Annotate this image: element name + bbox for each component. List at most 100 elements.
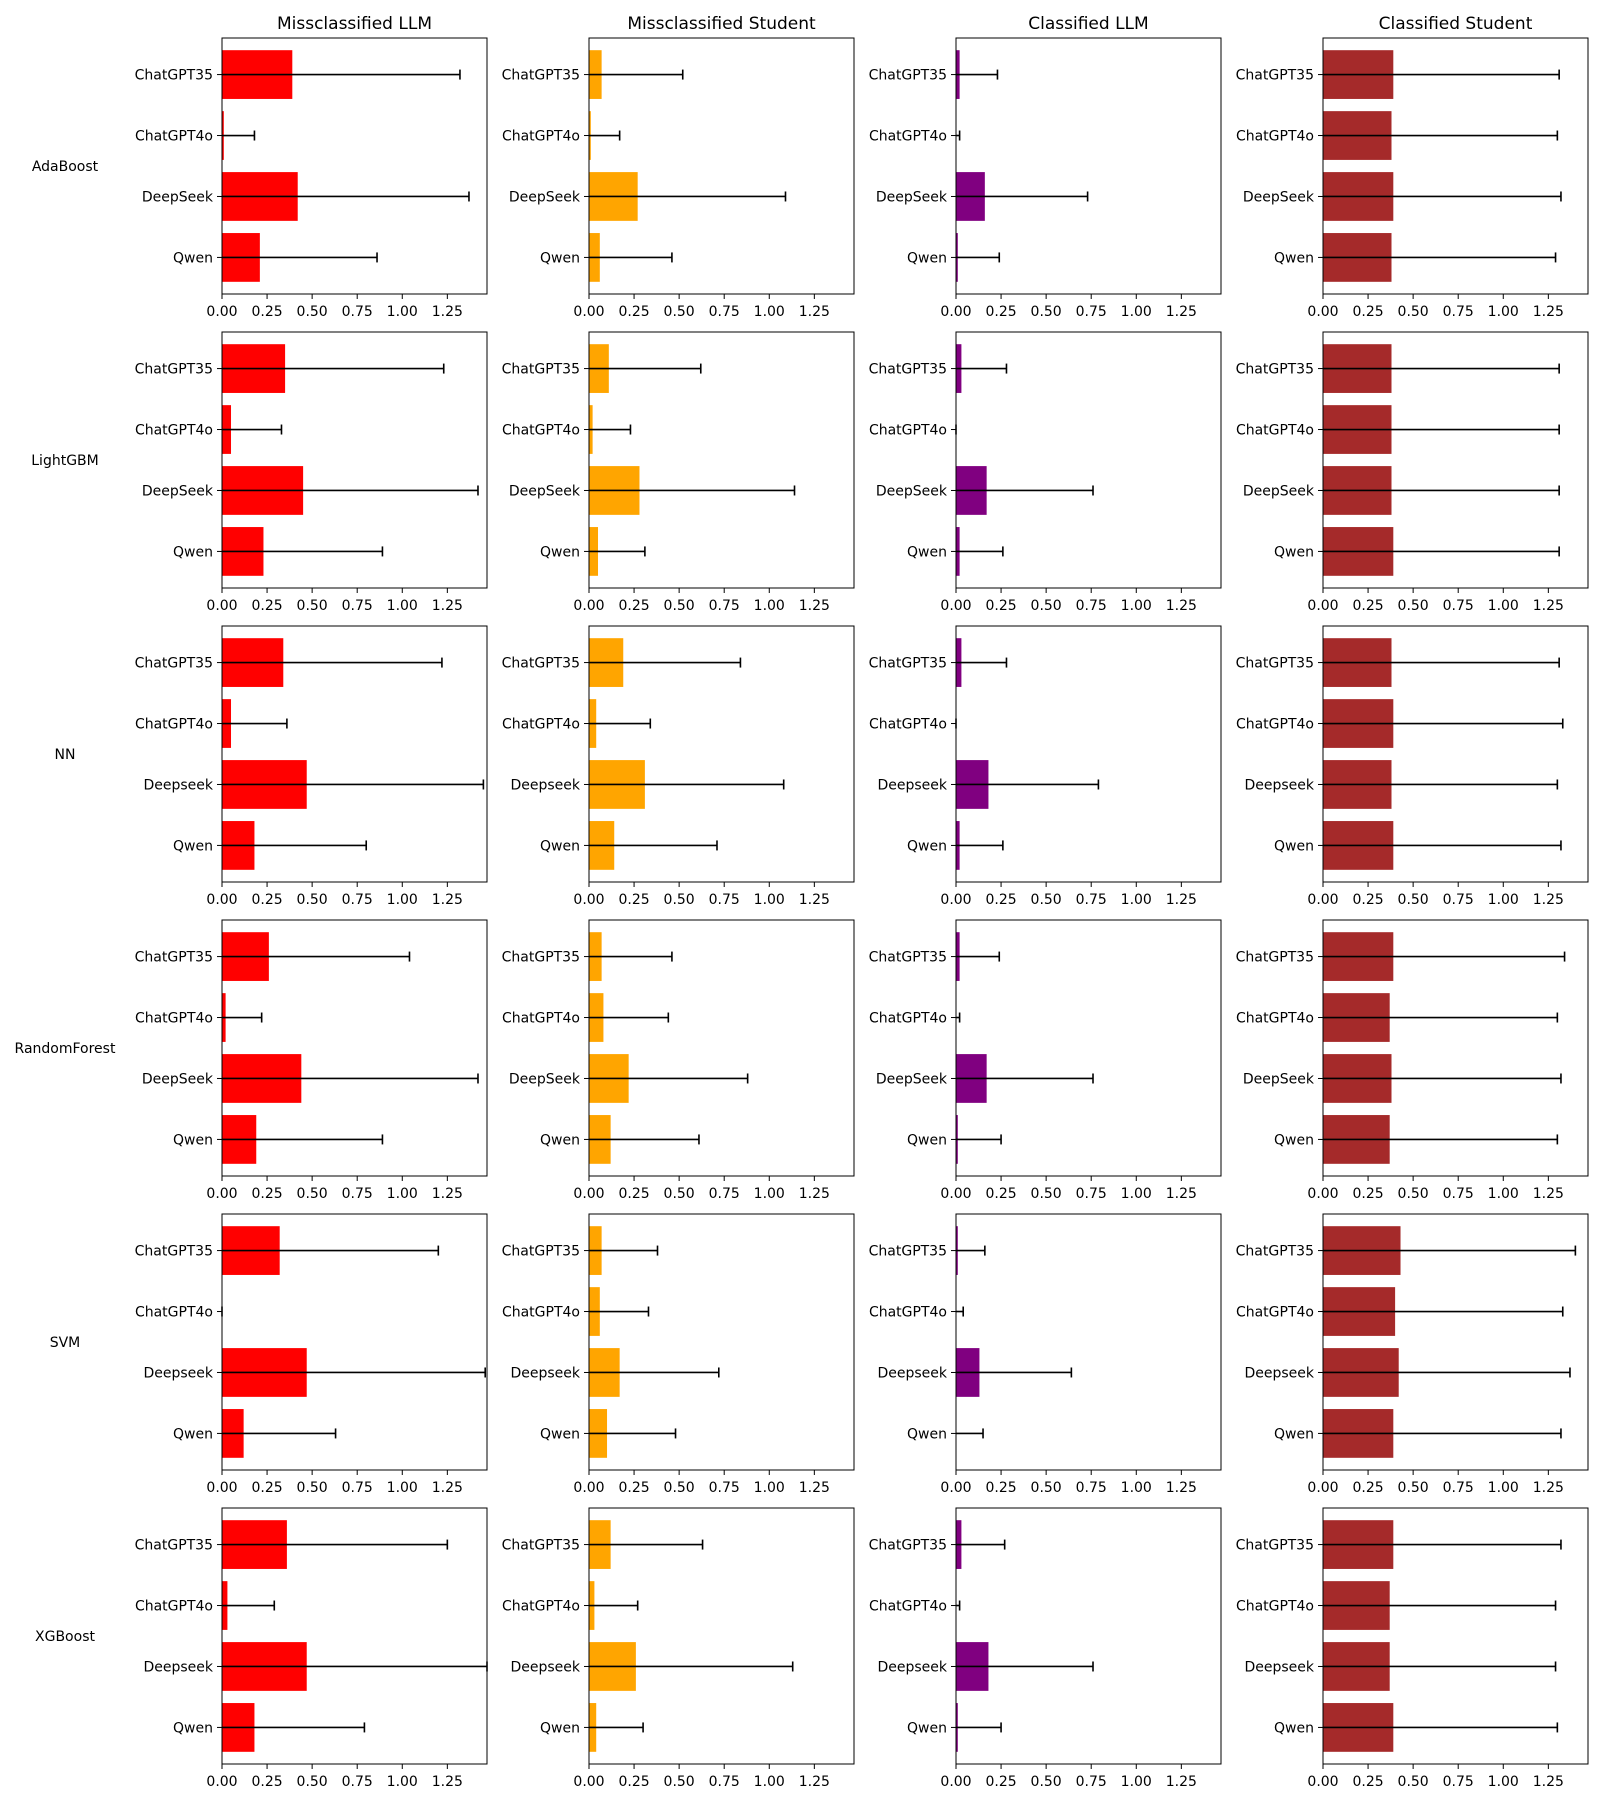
panel-frame bbox=[1322, 1507, 1589, 1765]
x-tick-label: 0.75 bbox=[1443, 304, 1474, 320]
panel-frame bbox=[955, 919, 1222, 1177]
x-tick-label: 0.00 bbox=[940, 1480, 971, 1496]
x-tick-label: 0.00 bbox=[573, 892, 604, 908]
x-tick-label: 1.25 bbox=[1166, 1186, 1197, 1202]
x-tick-label: 1.25 bbox=[799, 1480, 830, 1496]
x-tick-label: 1.25 bbox=[432, 598, 463, 614]
x-tick-label: 0.25 bbox=[1352, 1480, 1383, 1496]
y-tick-label: Qwen bbox=[540, 1132, 580, 1148]
x-tick-label: 1.25 bbox=[1533, 892, 1564, 908]
y-tick-label: ChatGPT4o bbox=[502, 1305, 580, 1321]
y-tick-label: Qwen bbox=[173, 1132, 213, 1148]
y-tick-label: DeepSeek bbox=[142, 1071, 214, 1087]
x-tick-label: 0.00 bbox=[1307, 892, 1338, 908]
x-tick-label: 0.50 bbox=[297, 892, 328, 908]
panel-frame bbox=[221, 919, 488, 1177]
panel-frame bbox=[955, 331, 1222, 589]
y-tick-label: ChatGPT35 bbox=[869, 656, 947, 672]
x-tick-label: 1.00 bbox=[1488, 304, 1519, 320]
y-tick-label: Deepseek bbox=[143, 777, 213, 793]
y-tick-label: Qwen bbox=[173, 1720, 213, 1736]
y-tick-label: Qwen bbox=[907, 838, 947, 854]
y-tick-label: Deepseek bbox=[1244, 1659, 1314, 1675]
x-tick-label: 0.25 bbox=[251, 1774, 282, 1790]
y-tick-label: Qwen bbox=[540, 250, 580, 266]
x-tick-label: 0.00 bbox=[1307, 304, 1338, 320]
y-tick-label: DeepSeek bbox=[509, 189, 581, 205]
x-tick-label: 0.25 bbox=[1352, 892, 1383, 908]
x-tick-label: 1.00 bbox=[754, 1774, 785, 1790]
x-tick-label: 1.25 bbox=[1166, 1774, 1197, 1790]
x-tick-label: 1.00 bbox=[387, 892, 418, 908]
x-tick-label: 1.25 bbox=[799, 304, 830, 320]
y-tick-label: Qwen bbox=[173, 838, 213, 854]
x-tick-label: 0.00 bbox=[206, 1186, 237, 1202]
y-tick-label: Deepseek bbox=[510, 1365, 580, 1381]
y-tick-label: DeepSeek bbox=[1243, 1071, 1315, 1087]
y-tick-label: ChatGPT4o bbox=[1236, 1599, 1314, 1615]
y-tick-label: ChatGPT4o bbox=[869, 1305, 947, 1321]
y-tick-label: Deepseek bbox=[1244, 1365, 1314, 1381]
x-tick-label: 0.75 bbox=[1443, 892, 1474, 908]
x-tick-label: 0.25 bbox=[1352, 598, 1383, 614]
y-tick-label: ChatGPT4o bbox=[135, 1011, 213, 1027]
x-tick-label: 0.00 bbox=[573, 1774, 604, 1790]
y-tick-label: ChatGPT35 bbox=[135, 68, 213, 84]
y-tick-label: ChatGPT4o bbox=[135, 1599, 213, 1615]
x-tick-label: 1.00 bbox=[387, 1774, 418, 1790]
x-tick-label: 0.75 bbox=[342, 598, 373, 614]
y-tick-label: DeepSeek bbox=[142, 189, 214, 205]
x-tick-label: 0.25 bbox=[985, 304, 1016, 320]
y-tick-label: Qwen bbox=[907, 544, 947, 560]
x-tick-label: 1.00 bbox=[1121, 304, 1152, 320]
y-tick-label: ChatGPT4o bbox=[869, 129, 947, 145]
x-tick-label: 0.25 bbox=[251, 598, 282, 614]
x-tick-label: 0.00 bbox=[1307, 598, 1338, 614]
x-tick-label: 1.25 bbox=[1166, 1480, 1197, 1496]
x-tick-label: 0.25 bbox=[618, 1774, 649, 1790]
x-tick-label: 0.75 bbox=[1076, 1774, 1107, 1790]
x-tick-label: 0.25 bbox=[618, 598, 649, 614]
y-tick-label: ChatGPT35 bbox=[1236, 656, 1314, 672]
y-tick-label: ChatGPT35 bbox=[135, 1538, 213, 1554]
x-tick-label: 0.50 bbox=[664, 1774, 695, 1790]
y-tick-label: Qwen bbox=[1274, 1720, 1314, 1736]
y-tick-label: Deepseek bbox=[143, 1365, 213, 1381]
y-tick-label: Qwen bbox=[907, 1426, 947, 1442]
x-tick-label: 0.75 bbox=[342, 1186, 373, 1202]
row-label: RandomForest bbox=[15, 1041, 116, 1057]
y-tick-label: ChatGPT35 bbox=[502, 950, 580, 966]
panel-frame bbox=[1322, 1213, 1589, 1471]
x-tick-label: 1.25 bbox=[799, 1186, 830, 1202]
x-tick-label: 1.00 bbox=[1121, 598, 1152, 614]
x-tick-label: 0.50 bbox=[297, 598, 328, 614]
x-tick-label: 1.00 bbox=[1488, 1186, 1519, 1202]
y-tick-label: ChatGPT4o bbox=[502, 1011, 580, 1027]
x-tick-label: 1.25 bbox=[1166, 598, 1197, 614]
y-tick-label: Deepseek bbox=[877, 1365, 947, 1381]
y-tick-label: Qwen bbox=[540, 1426, 580, 1442]
x-tick-label: 0.50 bbox=[1031, 598, 1062, 614]
x-tick-label: 0.75 bbox=[342, 1480, 373, 1496]
column-title: Missclassified Student bbox=[627, 14, 816, 34]
y-tick-label: ChatGPT4o bbox=[869, 717, 947, 733]
y-tick-label: DeepSeek bbox=[876, 189, 948, 205]
x-tick-label: 0.75 bbox=[709, 304, 740, 320]
x-tick-label: 0.50 bbox=[297, 304, 328, 320]
panel-frame bbox=[955, 1507, 1222, 1765]
y-tick-label: ChatGPT35 bbox=[869, 950, 947, 966]
y-tick-label: ChatGPT4o bbox=[1236, 1305, 1314, 1321]
x-tick-label: 1.25 bbox=[1533, 1480, 1564, 1496]
x-tick-label: 0.75 bbox=[1443, 1186, 1474, 1202]
x-tick-label: 0.25 bbox=[251, 1480, 282, 1496]
x-tick-label: 1.00 bbox=[387, 304, 418, 320]
y-tick-label: ChatGPT4o bbox=[1236, 717, 1314, 733]
x-tick-label: 0.00 bbox=[940, 304, 971, 320]
x-tick-label: 0.50 bbox=[664, 304, 695, 320]
x-tick-label: 0.00 bbox=[206, 598, 237, 614]
x-tick-label: 0.50 bbox=[1398, 1480, 1429, 1496]
y-tick-label: DeepSeek bbox=[1243, 483, 1315, 499]
y-tick-label: ChatGPT4o bbox=[135, 717, 213, 733]
x-tick-label: 0.50 bbox=[1031, 304, 1062, 320]
